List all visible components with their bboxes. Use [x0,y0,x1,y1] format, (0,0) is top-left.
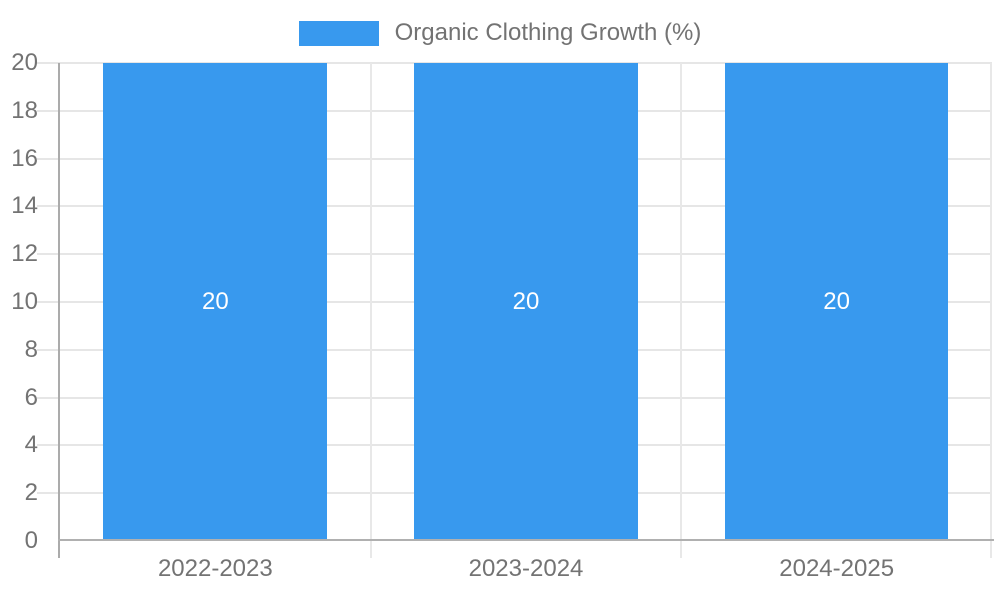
y-axis-tick-label: 4 [24,431,38,459]
bar-value-label: 20 [512,288,540,315]
y-axis-tick-label: 20 [11,49,38,76]
chart-legend[interactable]: Organic Clothing Growth (%) [0,20,1000,46]
bar[interactable] [103,63,328,541]
y-axis-tick-label: 12 [11,240,38,268]
x-axis-line [58,539,994,541]
legend-label: Organic Clothing Growth (%) [394,19,702,46]
legend-swatch-icon [298,20,379,46]
y-axis-tick-label: 10 [11,288,38,315]
x-gridline [369,63,372,558]
plot-right-border [990,63,992,558]
bar-value-label: 20 [823,288,851,315]
y-axis-tick-label: 18 [11,96,38,124]
plot-area: 20 20 20 [37,62,994,558]
y-axis-tick-label: 0 [24,527,38,554]
x-axis-tick-label: 2023-2024 [468,555,584,582]
y-axis-tick-label: 2 [24,479,38,507]
y-axis-tick-label: 14 [11,192,38,220]
y-axis-labels: 0 2 4 6 8 10 12 14 16 18 20 [0,51,38,553]
x-axis-labels: 2022-2023 2023-2024 2024-2025 [60,557,992,587]
y-axis-tick-label: 6 [24,383,38,411]
y-axis-line [58,63,60,558]
bar[interactable] [414,63,638,541]
bar[interactable] [724,63,949,541]
bar-value-label: 20 [201,288,229,315]
y-axis-tick-label: 16 [11,144,38,172]
y-axis-tick-label: 8 [24,335,38,363]
x-axis-tick-label: 2022-2023 [157,555,273,582]
x-gridline [680,63,683,558]
x-axis-tick-label: 2024-2025 [779,555,895,582]
